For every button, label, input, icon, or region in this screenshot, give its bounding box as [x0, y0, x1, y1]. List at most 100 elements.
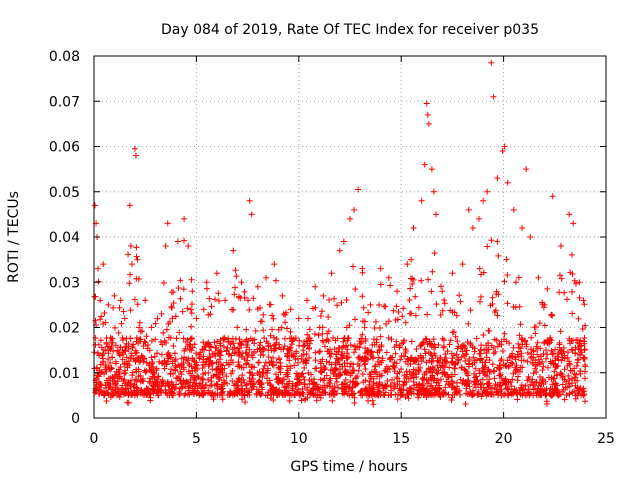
roti-point	[571, 370, 578, 377]
roti-point	[230, 306, 237, 313]
roti-point	[514, 373, 521, 380]
roti-point	[279, 389, 286, 396]
roti-point	[372, 369, 379, 376]
roti-point	[534, 345, 541, 352]
roti-point	[287, 363, 294, 370]
roti-point	[367, 388, 374, 395]
roti-point	[298, 397, 305, 404]
roti-point	[204, 340, 211, 347]
roti-peak-point	[128, 261, 135, 268]
roti-point	[289, 380, 296, 387]
roti-point	[211, 339, 218, 346]
roti-point	[497, 382, 504, 389]
roti-point	[506, 340, 513, 347]
roti-point	[351, 349, 358, 356]
roti-point	[110, 304, 117, 311]
roti-point	[442, 357, 449, 364]
x-tick-label: 15	[392, 431, 410, 447]
roti-peak-point	[105, 301, 112, 308]
roti-point	[362, 345, 369, 352]
roti-point	[366, 371, 373, 378]
roti-point	[187, 306, 194, 313]
roti-peak-point	[189, 288, 196, 295]
roti-point	[530, 370, 537, 377]
roti-point	[219, 362, 226, 369]
roti-point	[548, 374, 555, 381]
roti-point	[122, 348, 129, 355]
roti-point	[394, 316, 401, 323]
roti-point	[497, 388, 504, 395]
roti-point	[121, 376, 128, 383]
roti-point	[528, 334, 535, 341]
y-tick-label: 0	[71, 411, 80, 427]
roti-point	[328, 361, 335, 368]
roti-point	[191, 385, 198, 392]
roti-point	[552, 385, 559, 392]
roti-point	[306, 355, 313, 362]
roti-peak-point	[203, 279, 210, 286]
roti-point	[555, 356, 562, 363]
roti-point	[286, 397, 293, 404]
roti-point	[223, 348, 230, 355]
roti-point	[471, 370, 478, 377]
roti-point	[338, 385, 345, 392]
roti-point	[203, 285, 210, 292]
roti-point	[180, 286, 187, 293]
roti-point	[476, 298, 483, 305]
roti-point	[173, 335, 180, 342]
roti-point	[188, 301, 195, 308]
roti-point	[467, 307, 474, 314]
roti-point	[237, 341, 244, 348]
roti-point	[205, 387, 212, 394]
roti-point	[289, 387, 296, 394]
roti-point	[127, 271, 134, 278]
roti-point	[346, 385, 353, 392]
roti-point	[421, 346, 428, 353]
roti-peak-point	[279, 292, 286, 299]
roti-point	[379, 357, 386, 364]
roti-point	[415, 367, 422, 374]
roti-point	[437, 312, 444, 319]
roti-point	[92, 317, 99, 324]
roti-point	[552, 355, 559, 362]
roti-point	[412, 356, 419, 363]
roti-point	[440, 337, 447, 344]
roti-point	[514, 396, 521, 403]
roti-point	[242, 399, 249, 406]
roti-point	[321, 389, 328, 396]
roti-point	[456, 292, 463, 299]
roti-point	[109, 335, 116, 342]
roti-point	[270, 362, 277, 369]
chart-title: Day 084 of 2019, Rate Of TEC Index for r…	[161, 22, 539, 38]
roti-point	[223, 359, 230, 366]
roti-point	[390, 363, 397, 370]
x-tick-label: 10	[290, 431, 308, 447]
roti-point	[451, 365, 458, 372]
roti-point	[97, 316, 104, 323]
roti-point	[187, 336, 194, 343]
roti-peak-point	[347, 215, 353, 222]
roti-point	[512, 356, 519, 363]
roti-point	[564, 349, 571, 356]
roti-point	[175, 373, 182, 380]
roti-point	[480, 331, 487, 338]
roti-point	[224, 345, 231, 352]
roti-point	[223, 373, 230, 380]
roti-point	[260, 327, 267, 334]
roti-point	[120, 308, 127, 315]
roti-point	[121, 370, 128, 377]
roti-point	[317, 376, 324, 383]
roti-point	[483, 354, 490, 361]
roti-point	[239, 372, 246, 379]
roti-point	[409, 275, 416, 282]
roti-point	[450, 352, 457, 359]
roti-point	[186, 346, 193, 353]
roti-point	[522, 337, 529, 344]
roti-point	[141, 367, 148, 374]
roti-point	[370, 401, 377, 408]
roti-point	[221, 379, 228, 386]
roti-point	[435, 384, 442, 391]
roti-point	[212, 390, 219, 397]
roti-point	[537, 392, 544, 399]
roti-point	[134, 256, 141, 263]
